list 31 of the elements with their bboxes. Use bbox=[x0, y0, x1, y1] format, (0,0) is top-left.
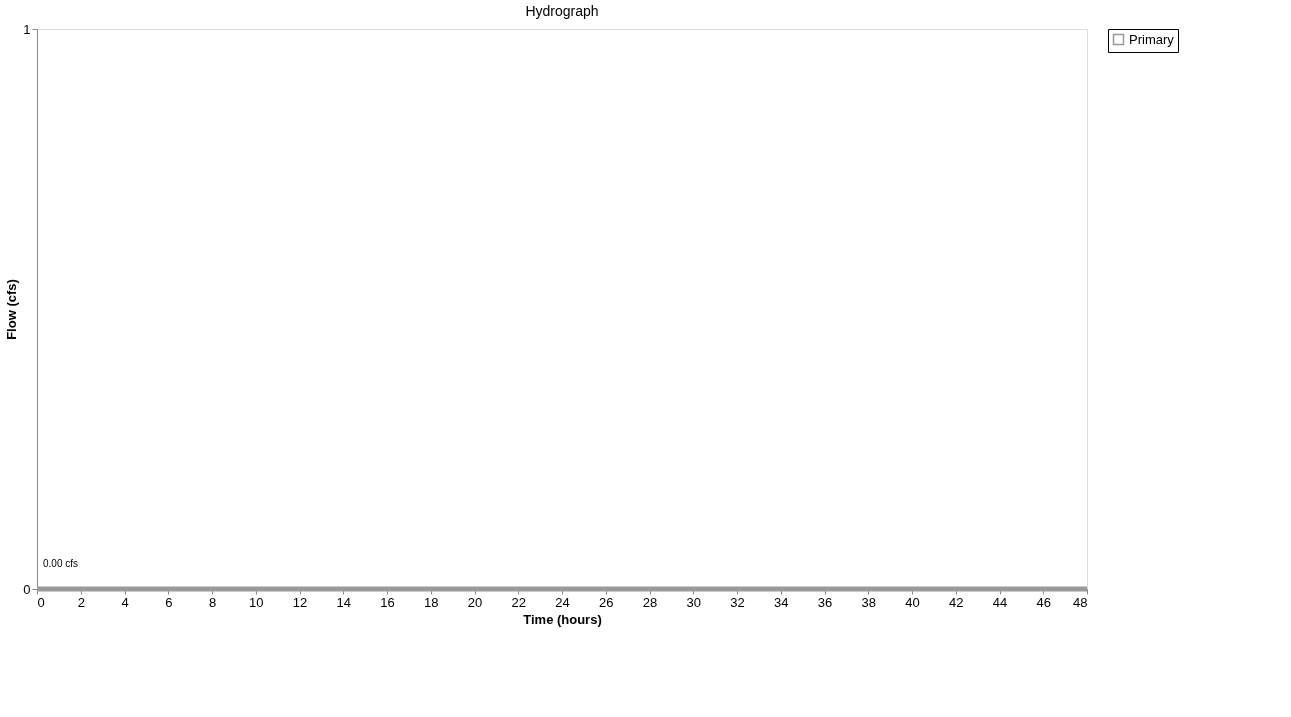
x-tick-label: 18 bbox=[424, 594, 439, 610]
x-tick-label: 14 bbox=[336, 594, 351, 610]
y-axis-title: Flow (cfs) bbox=[4, 279, 20, 340]
x-tick-label: 20 bbox=[467, 594, 483, 610]
x-tick-label: 12 bbox=[292, 594, 308, 610]
x-tick-label: 0 bbox=[37, 594, 45, 610]
x-tick-label: 42 bbox=[949, 594, 964, 610]
legend-label: Primary bbox=[1129, 31, 1175, 47]
x-tick-label: 44 bbox=[992, 594, 1008, 610]
x-tick-label: 36 bbox=[817, 594, 833, 610]
chart-title: Hydrograph bbox=[525, 3, 599, 19]
x-tick-label: 2 bbox=[77, 594, 85, 610]
x-tick-label: 48 bbox=[1073, 594, 1088, 610]
x-axis-title: Time (hours) bbox=[523, 611, 602, 627]
x-tick-label: 10 bbox=[249, 594, 264, 610]
x-tick-label: 4 bbox=[121, 594, 129, 610]
x-tick-label: 24 bbox=[555, 594, 570, 610]
x-tick-label: 8 bbox=[208, 594, 217, 610]
x-tick-label: 38 bbox=[861, 594, 876, 610]
x-tick-label: 34 bbox=[774, 594, 789, 610]
x-tick-label: 16 bbox=[380, 594, 395, 610]
x-tick-label: 22 bbox=[511, 594, 526, 610]
annotation: 0.00 cfs bbox=[43, 558, 79, 569]
x-tick-label: 30 bbox=[686, 594, 701, 610]
y-tick-label: 1 bbox=[23, 21, 31, 37]
x-tick-label: 26 bbox=[599, 594, 614, 610]
x-tick-label: 46 bbox=[1036, 594, 1051, 610]
x-tick-label: 28 bbox=[642, 594, 658, 610]
x-tick-label: 40 bbox=[905, 594, 920, 610]
x-tick-label: 6 bbox=[165, 594, 173, 610]
x-tick-label: 32 bbox=[730, 594, 745, 610]
